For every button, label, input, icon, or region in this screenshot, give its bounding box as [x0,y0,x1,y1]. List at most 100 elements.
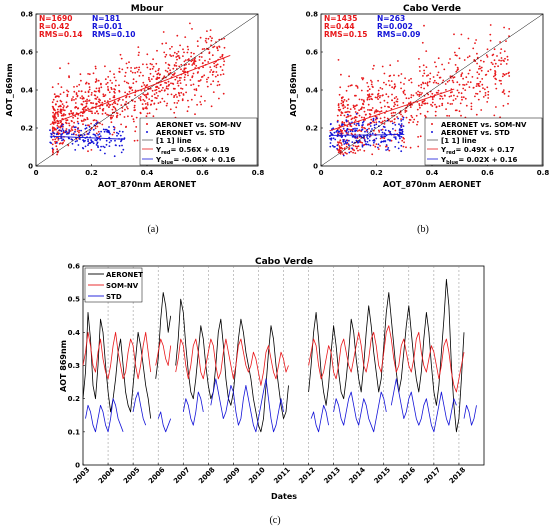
scatter-point-red [363,116,366,119]
scatter-point-blue [366,131,369,133]
scatter-point-blue [57,137,60,140]
scatter-point-red [384,105,386,108]
scatter-point-red [372,68,374,70]
scatter-point-red [403,141,405,144]
scatter-point-red [480,109,483,111]
scatter-point-red [57,105,60,108]
scatter-point-red [337,59,340,61]
scatter-point-red [88,73,91,76]
scatter-point-red [142,63,144,66]
scatter-point-red [167,88,169,90]
scatter-point-blue [380,135,382,138]
fit-line-blue [49,135,125,140]
scatter-point-red [67,90,70,93]
scatter-point-red [505,73,508,75]
scatter-point-red [56,124,59,127]
scatter-point-red [368,98,371,101]
scatter-point-red [383,137,386,140]
scatter-point-red [59,142,62,145]
scatter-point-red [146,66,149,69]
scatter-point-red [83,118,86,121]
scatter-point-red [133,109,136,112]
scatter-point-red [211,54,214,57]
scatter-point-red [162,31,165,33]
scatter-point-red [180,91,183,94]
scatter-point-red [206,85,209,88]
scatter-point-red [381,94,384,97]
scatter-point-blue [84,124,87,127]
scatter-point-red [177,99,180,102]
scatter-point-red [182,94,185,96]
scatter-point-red [59,67,61,70]
scatter-point-red [111,82,113,84]
scatter-point-red [73,121,75,124]
scatter-point-red [56,100,59,103]
scatter-point-red [415,92,418,94]
scatter-point-red [340,99,343,102]
scatter-point-blue [77,144,80,146]
scatter-point-red [223,60,226,63]
fit-line-red [49,54,231,126]
one-to-one-line [320,13,544,167]
scatter-point-red [75,133,77,136]
scatter-point-red [82,120,85,122]
scatter-point-blue [68,131,70,133]
scatter-point-red [421,100,424,103]
scatter-point-red [60,112,63,115]
scatter-point-red [468,69,471,72]
scatter-point-red [58,95,60,98]
scatter-point-red [494,83,497,85]
scatter-point-red [482,96,485,98]
scatter-point-red [387,80,390,82]
scatter-point-red [454,109,457,112]
scatter-point-red [109,104,112,106]
scatter-point-red [60,110,63,112]
scatter-point-red [56,131,59,134]
y-tick-label: 0.6 [68,263,81,271]
panel-b-legend-som: AERONET vs. SOM-NV [441,121,527,129]
scatter-point-red [71,120,73,123]
scatter-point-red [136,71,139,73]
scatter-point-red [59,105,62,108]
panel-c-legend: AERONET SOM-NV STD [84,267,143,303]
scatter-point-red [448,79,451,82]
scatter-point-red [396,98,399,100]
scatter-point-red [370,79,372,82]
scatter-point-red [94,127,97,130]
scatter-point-red [508,28,511,30]
scatter-point-red [416,121,419,123]
scatter-point-red [72,96,74,98]
scatter-point-red [87,82,90,85]
scatter-point-red [145,115,148,118]
scatter-point-red [460,114,462,117]
scatter-point-red [421,41,424,44]
scatter-point-blue [383,132,386,135]
scatter-point-blue [79,138,81,141]
scatter-point-red [195,64,198,67]
scatter-point-red [189,22,191,25]
scatter-point-red [503,26,505,29]
scatter-point-red [75,93,78,96]
scatter-point-red [391,120,393,122]
scatter-point-red [495,78,497,81]
series-line-aeronet [155,292,172,379]
scatter-point-red [163,100,166,103]
scatter-point-red [366,98,369,101]
scatter-point-red [176,52,178,55]
scatter-point-red [480,66,483,69]
scatter-point-red [179,79,181,82]
scatter-point-red [63,139,66,142]
scatter-point-red [368,113,371,115]
scatter-point-red [367,85,370,88]
scatter-point-red [441,63,443,66]
scatter-point-red [345,145,348,148]
scatter-point-red [204,40,207,42]
scatter-point-red [175,93,177,96]
scatter-point-red [70,99,73,102]
scatter-point-red [62,114,65,117]
scatter-point-blue [351,130,354,133]
scatter-point-blue [348,144,350,147]
scatter-point-red [58,132,61,135]
scatter-point-red [409,101,412,104]
scatter-point-red [143,89,146,91]
